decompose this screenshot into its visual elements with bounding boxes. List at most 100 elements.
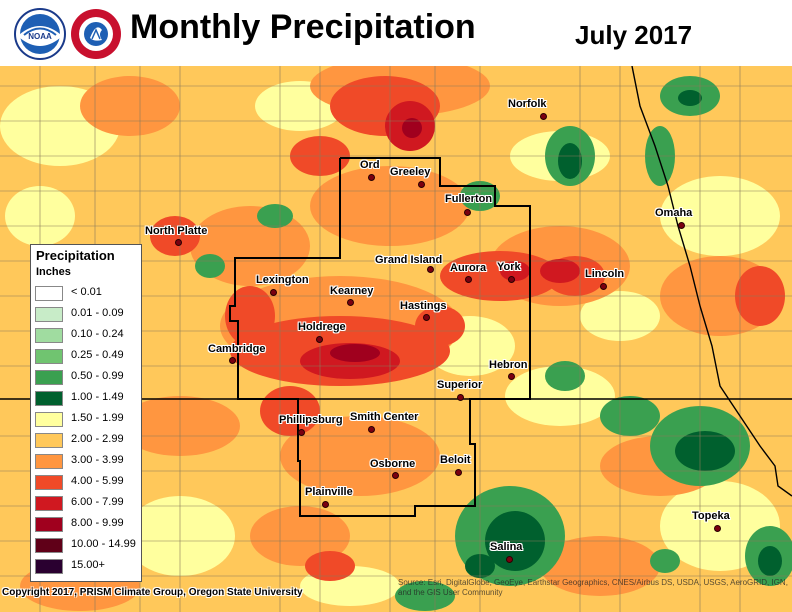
city-dot-north-platte: [175, 239, 182, 246]
city-dot-ord: [368, 174, 375, 181]
city-label-lexington: Lexington: [256, 274, 309, 286]
legend-swatch: [35, 433, 63, 448]
legend-swatch: [35, 391, 63, 406]
city-label-greeley: Greeley: [390, 166, 431, 178]
city-dot-greeley: [418, 181, 425, 188]
city-dot-lexington: [270, 289, 277, 296]
city-dot-salina: [506, 556, 513, 563]
city-label-topeka: Topeka: [692, 510, 730, 522]
city-label-hastings: Hastings: [400, 300, 447, 312]
city-label-beloit: Beloit: [440, 454, 471, 466]
city-label-york: York: [497, 261, 521, 273]
legend-label: 6.00 - 7.99: [71, 496, 124, 508]
city-label-salina: Salina: [490, 541, 523, 553]
precipitation-legend: Precipitation Inches < 0.01 0.01 - 0.09 0.…: [30, 244, 142, 582]
city-label-kearney: Kearney: [330, 285, 374, 297]
legend-row: 1.50 - 1.99: [35, 411, 139, 428]
city-dot-fullerton: [464, 209, 471, 216]
city-label-fullerton: Fullerton: [445, 193, 493, 205]
city-label-smith-center: Smith Center: [350, 411, 419, 423]
city-dot-cambridge: [229, 357, 236, 364]
city-label-ord: Ord: [360, 159, 380, 171]
legend-label: 0.10 - 0.24: [71, 328, 124, 340]
city-label-norfolk: Norfolk: [508, 98, 547, 110]
legend-label: 3.00 - 3.99: [71, 454, 124, 466]
city-label-holdrege: Holdrege: [298, 321, 346, 333]
city-dot-grand-island: [427, 266, 434, 273]
city-label-superior: Superior: [437, 379, 483, 391]
forecast-area-boundary: [229, 157, 531, 517]
legend-units: Inches: [36, 266, 71, 278]
city-dot-aurora: [465, 276, 472, 283]
copyright-text: Copyright 2017, PRISM Climate Group, Ore…: [2, 587, 303, 598]
legend-row: 0.01 - 0.09: [35, 306, 139, 323]
legend-label: 2.00 - 2.99: [71, 433, 124, 445]
legend-label: 0.50 - 0.99: [71, 370, 124, 382]
legend-title: Precipitation: [36, 248, 115, 263]
city-dot-beloit: [455, 469, 462, 476]
city-dot-phillipsburg: [298, 429, 305, 436]
legend-label: 0.25 - 0.49: [71, 349, 124, 361]
legend-row: 15.00+: [35, 558, 139, 575]
legend-swatch: [35, 328, 63, 343]
city-dot-omaha: [678, 222, 685, 229]
legend-label: 15.00+: [71, 559, 105, 571]
city-dot-topeka: [714, 525, 721, 532]
city-label-lincoln: Lincoln: [585, 268, 625, 280]
city-dot-smith-center: [368, 426, 375, 433]
city-dot-lincoln: [600, 283, 607, 290]
city-label-cambridge: Cambridge: [208, 343, 266, 355]
noaa-logo: NOAA: [14, 8, 66, 60]
city-dot-norfolk: [540, 113, 547, 120]
legend-label: 10.00 - 14.99: [71, 538, 136, 550]
legend-label: 0.01 - 0.09: [71, 307, 124, 319]
legend-row: 6.00 - 7.99: [35, 495, 139, 512]
svg-text:NOAA: NOAA: [28, 32, 52, 41]
city-dot-holdrege: [316, 336, 323, 343]
legend-label: 1.50 - 1.99: [71, 412, 124, 424]
legend-label: 8.00 - 9.99: [71, 517, 124, 529]
city-label-omaha: Omaha: [655, 207, 693, 219]
nws-logo: [70, 8, 122, 60]
legend-row: 3.00 - 3.99: [35, 453, 139, 470]
city-dot-osborne: [392, 472, 399, 479]
city-dot-york: [508, 276, 515, 283]
legend-row: < 0.01: [35, 285, 139, 302]
map-date: July 2017: [575, 20, 693, 50]
legend-swatch: [35, 370, 63, 385]
city-label-phillipsburg: Phillipsburg: [279, 414, 343, 426]
city-dot-kearney: [347, 299, 354, 306]
legend-swatch: [35, 454, 63, 469]
legend-label: 4.00 - 5.99: [71, 475, 124, 487]
city-label-plainville: Plainville: [305, 486, 353, 498]
legend-row: 0.25 - 0.49: [35, 348, 139, 365]
city-label-aurora: Aurora: [450, 262, 487, 274]
city-label-hebron: Hebron: [489, 359, 528, 371]
city-label-north-platte: North Platte: [145, 225, 208, 237]
legend-swatch: [35, 307, 63, 322]
city-dot-hastings: [423, 314, 430, 321]
city-dot-plainville: [322, 501, 329, 508]
legend-row: 0.50 - 0.99: [35, 369, 139, 386]
legend-swatch: [35, 517, 63, 532]
header: NOAA Monthly Precipitation July 2017: [0, 0, 792, 66]
legend-label: < 0.01: [71, 286, 102, 298]
legend-row: 10.00 - 14.99: [35, 537, 139, 554]
legend-swatch: [35, 412, 63, 427]
city-label-osborne: Osborne: [370, 458, 416, 470]
legend-swatch: [35, 496, 63, 511]
dark-red-areas: [330, 118, 422, 362]
legend-swatch: [35, 286, 63, 301]
legend-swatch: [35, 538, 63, 553]
city-dot-superior: [457, 394, 464, 401]
city-label-grand-island: Grand Island: [375, 254, 443, 266]
legend-row: 2.00 - 2.99: [35, 432, 139, 449]
legend-row: 1.00 - 1.49: [35, 390, 139, 407]
city-dot-hebron: [508, 373, 515, 380]
legend-label: 1.00 - 1.49: [71, 391, 124, 403]
basemap-source-text: Source: Esri, DigitalGlobe, GeoEye, Eart…: [398, 578, 788, 597]
legend-row: 0.10 - 0.24: [35, 327, 139, 344]
legend-row: 8.00 - 9.99: [35, 516, 139, 533]
legend-swatch: [35, 559, 63, 574]
legend-row: 4.00 - 5.99: [35, 474, 139, 491]
